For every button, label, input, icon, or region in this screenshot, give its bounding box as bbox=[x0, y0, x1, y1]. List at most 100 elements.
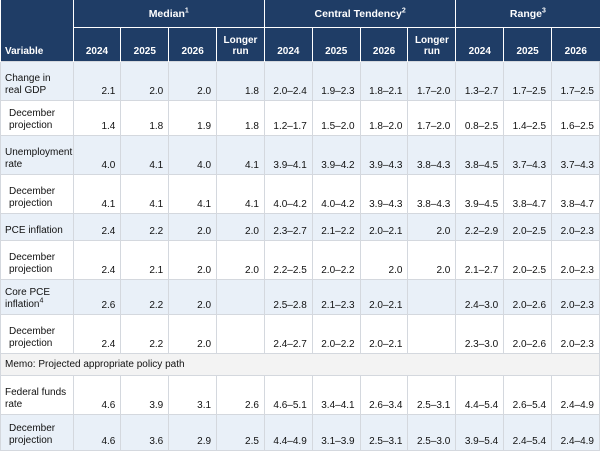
median-value-cell: 4.6 bbox=[72, 414, 122, 451]
variable-label: Change in real GDP bbox=[5, 73, 51, 96]
range-value-cell: 2.0–2.5 bbox=[503, 240, 553, 280]
median-value-cell bbox=[216, 279, 265, 315]
table-row-december-projection: December projection 2.4 2.2 2.0 2.4–2.7 2.0–2… bbox=[0, 314, 600, 354]
central-value-cell: 4.0–4.2 bbox=[263, 174, 313, 214]
median-value-cell: 2.4 bbox=[72, 314, 122, 354]
column-header-median-2026: 2026 bbox=[168, 27, 217, 62]
table-row: Unemployment rate 4.0 4.1 4.0 4.1 3.9–4.1 3.9–… bbox=[0, 135, 600, 175]
range-value-cell: 1.7–2.5 bbox=[551, 61, 600, 101]
median-value-cell: 1.9 bbox=[168, 100, 218, 136]
median-value-cell: 4.1 bbox=[120, 135, 170, 175]
column-header-median-longer-run: Longer run bbox=[216, 27, 265, 62]
range-value-cell: 2.6–5.4 bbox=[503, 375, 553, 415]
column-header-median-2025: 2025 bbox=[120, 27, 169, 62]
median-value-cell: 4.1 bbox=[120, 174, 170, 214]
range-value-cell: 1.6–2.5 bbox=[551, 100, 600, 136]
median-value-cell: 2.0 bbox=[216, 213, 265, 241]
range-value-cell: 4.4–5.4 bbox=[455, 375, 505, 415]
central-value-cell: 1.2–1.7 bbox=[263, 100, 313, 136]
variable-cell: Core PCE inflation4 bbox=[0, 279, 74, 315]
table-row-december-projection: December projection 2.4 2.1 2.0 2.0 2.2–2.5 2.… bbox=[0, 240, 600, 280]
central-value-cell: 3.9–4.2 bbox=[311, 135, 361, 175]
group-header-range: Range3 bbox=[455, 0, 600, 28]
median-value-cell: 2.0 bbox=[120, 61, 170, 101]
variable-cell: December projection bbox=[0, 314, 74, 354]
central-value-cell: 2.0–2.2 bbox=[311, 314, 361, 354]
range-value-cell: 3.8–4.7 bbox=[503, 174, 553, 214]
variable-cell: December projection bbox=[0, 240, 74, 280]
column-header-central-2026: 2026 bbox=[359, 27, 408, 62]
central-value-cell: 2.0 bbox=[359, 240, 409, 280]
variable-label: Unemployment rate bbox=[5, 147, 73, 170]
range-value-cell: 2.3–3.0 bbox=[455, 314, 505, 354]
range-value-cell: 1.7–2.5 bbox=[503, 61, 553, 101]
range-value-cell: 1.4–2.5 bbox=[503, 100, 553, 136]
median-value-cell: 2.0 bbox=[168, 240, 218, 280]
central-value-cell: 2.5–3.0 bbox=[407, 414, 457, 451]
central-value-cell: 1.7–2.0 bbox=[407, 100, 457, 136]
central-value-cell: 2.5–3.1 bbox=[359, 414, 409, 451]
variable-cell: Unemployment rate bbox=[0, 135, 74, 175]
table-body: Change in real GDP 2.1 2.0 2.0 1.8 2.0–2.4 1.9… bbox=[0, 61, 600, 451]
central-value-cell: 2.0–2.2 bbox=[311, 240, 361, 280]
central-value-cell: 2.6–3.4 bbox=[359, 375, 409, 415]
range-value-cell: 1.3–2.7 bbox=[455, 61, 505, 101]
group-header-central-tendency: Central Tendency2 bbox=[263, 0, 456, 28]
median-value-cell: 2.0 bbox=[168, 61, 218, 101]
memo-row: Memo: Projected appropriate policy path bbox=[0, 353, 600, 376]
median-value-cell: 3.6 bbox=[120, 414, 170, 451]
median-value-cell: 2.6 bbox=[216, 375, 265, 415]
column-header-central-longer-run: Longer run bbox=[407, 27, 456, 62]
range-value-cell: 2.4–4.9 bbox=[551, 414, 600, 451]
table-row: Core PCE inflation4 2.6 2.2 2.0 2.5–2.8 2.1–2… bbox=[0, 279, 600, 315]
range-value-cell: 3.7–4.3 bbox=[551, 135, 600, 175]
central-value-cell bbox=[407, 314, 457, 354]
range-value-cell: 2.0–2.5 bbox=[503, 213, 553, 241]
column-header-variable: Variable bbox=[0, 27, 74, 62]
range-value-cell: 2.4–4.9 bbox=[551, 375, 600, 415]
footnote-marker: 4 bbox=[39, 297, 44, 305]
central-value-cell: 1.7–2.0 bbox=[407, 61, 457, 101]
variable-cell: December projection bbox=[0, 414, 74, 451]
column-header-central-2024: 2024 bbox=[263, 27, 313, 62]
range-value-cell: 2.1–2.7 bbox=[455, 240, 505, 280]
central-value-cell: 3.8–4.3 bbox=[407, 174, 457, 214]
variable-cell: Change in real GDP bbox=[0, 61, 74, 101]
median-value-cell: 1.8 bbox=[216, 61, 265, 101]
central-value-cell: 2.4–2.7 bbox=[263, 314, 313, 354]
median-value-cell bbox=[216, 314, 265, 354]
variable-cell: December projection bbox=[0, 174, 74, 214]
median-value-cell: 4.6 bbox=[72, 375, 122, 415]
central-value-cell: 1.9–2.3 bbox=[311, 61, 361, 101]
median-value-cell: 4.0 bbox=[72, 135, 122, 175]
median-value-cell: 2.0 bbox=[168, 279, 218, 315]
median-value-cell: 1.4 bbox=[72, 100, 122, 136]
range-value-cell: 2.0–2.6 bbox=[503, 279, 553, 315]
variable-cell: Federal funds rate bbox=[0, 375, 74, 415]
median-value-cell: 3.1 bbox=[168, 375, 218, 415]
central-value-cell: 2.0 bbox=[407, 213, 457, 241]
central-value-cell: 1.5–2.0 bbox=[311, 100, 361, 136]
central-value-cell: 3.4–4.1 bbox=[311, 375, 361, 415]
median-value-cell: 2.1 bbox=[120, 240, 170, 280]
median-value-cell: 3.9 bbox=[120, 375, 170, 415]
group-header-median: Median1 bbox=[72, 0, 265, 28]
memo-label: Memo: Projected appropriate policy path bbox=[0, 353, 600, 376]
central-value-cell: 1.8–2.1 bbox=[359, 61, 409, 101]
central-value-cell: 2.3–2.7 bbox=[263, 213, 313, 241]
column-header-median-2024: 2024 bbox=[72, 27, 121, 62]
central-value-cell: 2.0–2.1 bbox=[359, 213, 409, 241]
central-value-cell: 3.9–4.1 bbox=[263, 135, 313, 175]
variable-label: December projection bbox=[9, 252, 56, 275]
central-value-cell: 3.9–4.3 bbox=[359, 174, 409, 214]
column-header-row: Variable 2024 2025 2026 Longer run 2024 2… bbox=[0, 27, 600, 62]
range-value-cell: 2.0–2.3 bbox=[551, 279, 600, 315]
range-value-cell: 2.0–2.6 bbox=[503, 314, 553, 354]
central-value-cell: 2.0–2.4 bbox=[263, 61, 313, 101]
central-value-cell: 2.0–2.1 bbox=[359, 279, 409, 315]
column-header-range-2025: 2025 bbox=[503, 27, 552, 62]
range-value-cell: 2.4–5.4 bbox=[503, 414, 553, 451]
variable-label: Core PCE inflation bbox=[5, 287, 51, 310]
range-value-cell: 3.9–5.4 bbox=[455, 414, 505, 451]
median-value-cell: 2.0 bbox=[168, 314, 218, 354]
